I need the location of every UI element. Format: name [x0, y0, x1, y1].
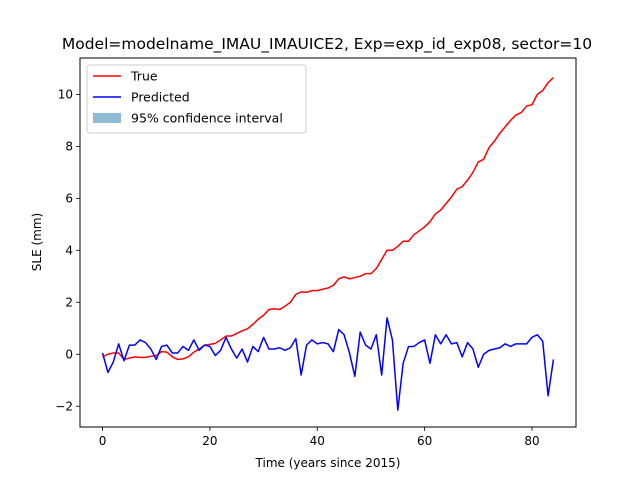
legend-box [86, 64, 307, 134]
legend-true-label: True [130, 69, 158, 84]
y-tick-label: 2 [65, 296, 73, 310]
plot-frame [79, 57, 577, 428]
x-tick-label: 20 [202, 434, 217, 448]
y-tick-label: 6 [65, 192, 73, 206]
x-tick-label: 40 [310, 434, 325, 448]
legend-ci-patch [93, 113, 121, 123]
legend-ci-label: 95% confidence interval [131, 111, 283, 126]
x-axis-label: Time (years since 2015) [255, 456, 401, 470]
y-tick-label: 8 [65, 140, 73, 154]
y-tick-label: 4 [65, 244, 73, 258]
x-axis: 0 20 40 60 80 [99, 427, 540, 448]
y-tick-label: 10 [58, 88, 73, 102]
y-tick-label: −2 [55, 400, 73, 414]
plot-area [101, 76, 555, 411]
chart-title: Model=modelname_IMAU_IMAUICE2, Exp=exp_i… [62, 35, 592, 54]
y-axis-label: SLE (mm) [30, 213, 44, 271]
x-tick-label: 60 [417, 434, 432, 448]
x-tick-label: 0 [99, 434, 107, 448]
legend-predicted-label: Predicted [131, 90, 190, 105]
x-tick-label: 80 [524, 434, 539, 448]
y-tick-label: 0 [65, 348, 73, 362]
series-true-line [102, 76, 554, 361]
legend: True Predicted 95% confidence interval [86, 64, 307, 134]
y-axis: −2 0 2 4 6 8 10 [55, 88, 80, 414]
series-predicted-line [101, 317, 555, 411]
